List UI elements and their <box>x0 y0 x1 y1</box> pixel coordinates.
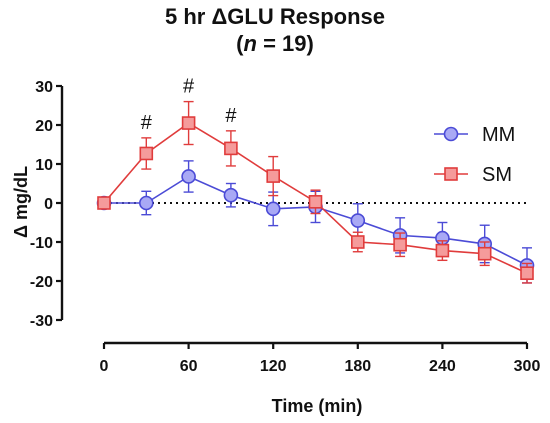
y-tick-label: -20 <box>30 274 53 291</box>
y-tick-label: 10 <box>35 157 53 174</box>
x-tick-label: 240 <box>429 358 456 375</box>
significance-marker: # <box>225 105 237 127</box>
data-point-sm <box>224 141 238 156</box>
chart-title: 5 hr ΔGLU Response <box>165 4 385 29</box>
y-tick-label: -30 <box>30 313 53 330</box>
data-point-sm <box>139 146 154 161</box>
chart-axes: 30 20 10 0 -10 -20 -30 0 60 120 180 240 300 <box>30 79 541 375</box>
data-point-mm <box>265 201 281 217</box>
legend-label-mm: MM <box>482 124 516 146</box>
y-tick-label: -10 <box>30 235 53 252</box>
data-point-sm <box>97 196 111 210</box>
data-point-mm <box>139 195 154 211</box>
y-axis-label: Δ mg/dL <box>11 166 31 238</box>
legend: MM SM <box>432 121 542 201</box>
data-point-sm <box>435 243 450 258</box>
legend-marker-mm <box>434 126 468 142</box>
series-group <box>96 100 535 284</box>
x-tick-label: 120 <box>260 358 287 375</box>
x-tick-label: 300 <box>514 358 541 375</box>
legend-marker-sm <box>434 167 468 181</box>
x-tick-label: 60 <box>180 358 198 375</box>
x-tick-label: 180 <box>344 358 371 375</box>
data-point-sm <box>520 266 534 281</box>
y-tick-label: 0 <box>44 196 53 213</box>
subtitle-rest: = 19) <box>256 31 314 56</box>
data-point-sm <box>181 116 196 130</box>
significance-marker: # <box>141 112 153 134</box>
y-tick-label: 30 <box>35 79 53 96</box>
data-point-sm <box>350 235 365 249</box>
data-point-mm <box>181 169 196 184</box>
x-axis-label: Time (min) <box>272 396 363 416</box>
significance-marker: # <box>183 76 195 98</box>
legend-item-mm: MM <box>432 121 542 161</box>
data-point-sm <box>308 195 323 209</box>
data-point-mm <box>350 213 366 228</box>
chart-subtitle: (n = 19) <box>0 31 550 57</box>
data-point-sm <box>393 237 407 252</box>
subtitle-prefix: ( <box>236 31 244 56</box>
x-tick-label: 0 <box>100 358 109 375</box>
y-tick-label: 20 <box>35 118 53 135</box>
subtitle-n: n <box>243 31 257 56</box>
legend-label-sm: SM <box>482 164 512 186</box>
data-point-sm <box>477 246 492 261</box>
data-point-mm <box>223 187 239 203</box>
annotations-group: # # # <box>141 76 238 134</box>
series-sm <box>97 100 534 284</box>
legend-item-sm: SM <box>432 161 542 201</box>
data-point-sm <box>266 169 281 183</box>
